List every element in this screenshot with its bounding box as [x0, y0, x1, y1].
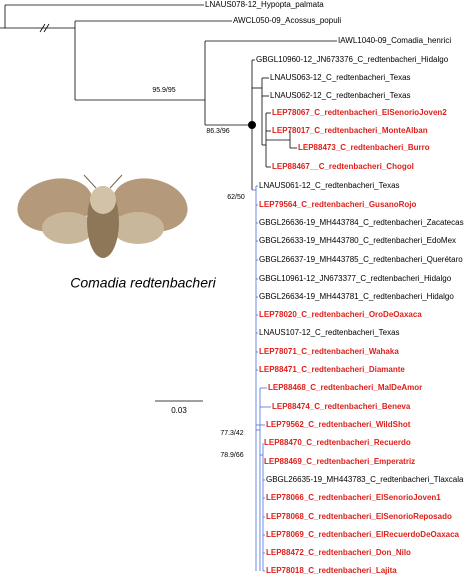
tip-label: LEP88471_C_redtenbacheri_Diamante	[259, 365, 405, 374]
tip-label: IAWL1040-09_Comadia_henrici	[338, 36, 451, 45]
support-label: 78.9/66	[220, 452, 243, 459]
tip-label: LEP88468_C_redtenbacheri_MalDeAmor	[268, 383, 422, 392]
tip-label: GBGL26635-19_MH443783_C_redtenbacheri_Tl…	[266, 475, 464, 484]
tip-label: GBGL26633-19_MH443780_C_redtenbacheri_Ed…	[259, 236, 456, 245]
tip-label: LEP88470_C_redtenbacheri_Recuerdo	[264, 438, 411, 447]
internal-branches	[0, 5, 291, 571]
tip-label: LEP78018_C_redtenbacheri_Lajita	[266, 566, 397, 575]
tip-label: LEP78067_C_redtenbacheri_ElSenorioJoven2	[272, 108, 447, 117]
tip-label: GBGL26637-19_MH443785_C_redtenbacheri_Qu…	[259, 255, 463, 264]
tip-label: LEP78020_C_redtenbacheri_OroDeOaxaca	[259, 310, 422, 319]
tip-label: LEP88472_C_redtenbacheri_Don_Nilo	[266, 548, 411, 557]
tip-label: LEP79564_C_redtenbacheri_GusanoRojo	[259, 200, 417, 209]
tip-label: LEP78068_C_redtenbacheri_ElSenorioReposa…	[266, 512, 452, 521]
tip-label: LEP88474_C_redtenbacheri_Beneva	[272, 402, 411, 411]
tip-label: LNAUS063-12_C_redtenbacheri_Texas	[270, 73, 411, 82]
tip-label: AWCL050-09_Acossus_populi	[233, 16, 341, 25]
tip-label: GBGL26636-19_MH443784_C_redtenbacheri_Za…	[259, 218, 464, 227]
tip-label: LNAUS078-12_Hypopta_palmata	[205, 0, 324, 9]
tip-label: LNAUS062-12_C_redtenbacheri_Texas	[270, 91, 411, 100]
tip-label: LNAUS107-12_C_redtenbacheri_Texas	[259, 328, 400, 337]
tip-label: LEP78017_C_redtenbacheri_MonteAlban	[272, 126, 428, 135]
support-label: 77.3/42	[220, 430, 243, 437]
tip-label: GBGL10961-12_JN673377_C_redtenbacheri_Hi…	[259, 274, 452, 283]
tip-label: LEP78069_C_redtenbacheri_ElRecuerdoDeOax…	[266, 530, 460, 539]
tip-label: LNAUS061-12_C_redtenbacheri_Texas	[259, 181, 400, 190]
tip-label: GBGL10960-12_JN673376_C_redtenbacheri_Hi…	[256, 55, 449, 64]
support-label: 86.3/96	[206, 128, 229, 135]
moth-image	[17, 174, 188, 258]
scale-label: 0.03	[171, 406, 187, 415]
support-label: 95.9/95	[152, 87, 175, 94]
tip-label: LEP78071_C_redtenbacheri_Wahaka	[259, 347, 399, 356]
tip-label: LEP88467__C_redtenbacheri_Chogol	[272, 162, 414, 171]
tip-label: LEP88469_C_redtenbacheri_Emperatriz	[264, 457, 415, 466]
tip-label: LEP78066_C_redtenbacheri_ElSenorioJoven1	[266, 493, 441, 502]
species-caption: Comadia redtenbacheri	[70, 275, 216, 291]
support-label: 62/50	[227, 194, 245, 201]
tip-label: LEP79562_C_redtenbacheri_WildShot	[266, 420, 411, 429]
tip-label: GBGL26634-19_MH443781_C_redtenbacheri_Hi…	[259, 292, 454, 301]
tip-label: LEP88473_C_redtenbacheri_Burro	[298, 143, 430, 152]
